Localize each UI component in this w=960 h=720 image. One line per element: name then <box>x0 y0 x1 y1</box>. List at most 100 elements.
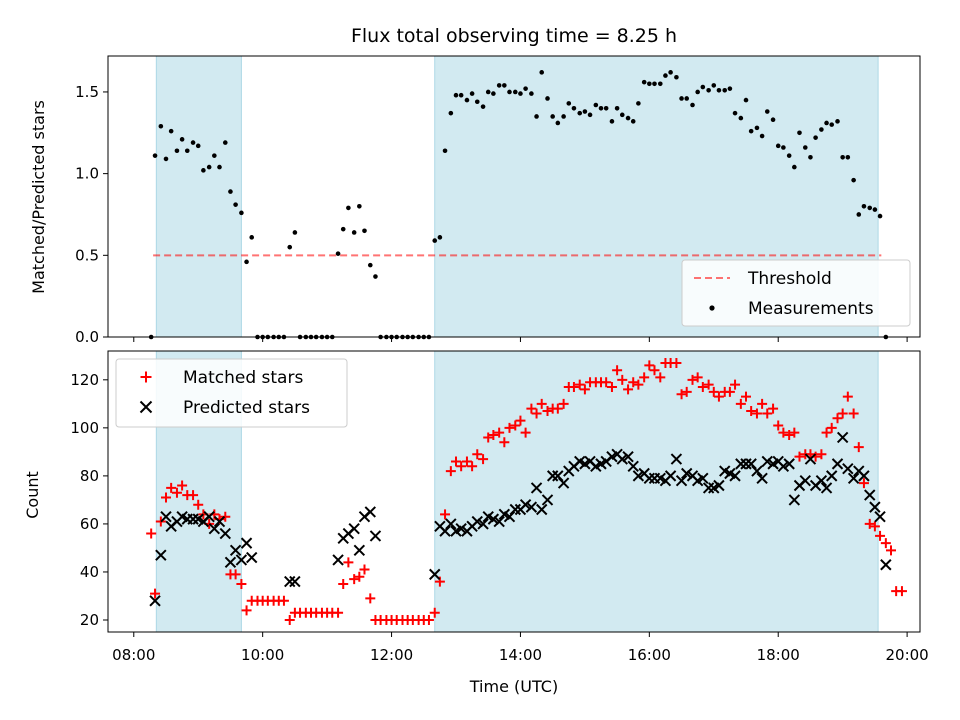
data-point <box>525 501 538 513</box>
data-point <box>869 501 881 513</box>
data-point <box>861 204 867 209</box>
data-point <box>697 472 709 484</box>
data-point <box>530 482 543 494</box>
data-point <box>808 154 813 160</box>
data-point <box>152 153 158 158</box>
x-axis-label: Time (UTC) <box>469 677 558 696</box>
data-point <box>829 122 835 127</box>
data-point <box>713 391 724 402</box>
data-point <box>711 83 717 88</box>
legend-label: Measurements <box>748 299 874 319</box>
data-point <box>174 148 180 154</box>
data-point <box>674 74 679 80</box>
bottom-y-axis-label: Count <box>23 471 42 519</box>
y-tick-label: 120 <box>70 371 99 389</box>
data-point <box>335 251 341 256</box>
data-point <box>864 489 876 501</box>
data-point <box>351 230 357 235</box>
data-point <box>346 205 351 211</box>
observing-interval <box>155 55 242 338</box>
count-panel: 20 40 60 80 100 120 08:00 10:00 12:00 14:00 16:00 1… <box>70 350 929 664</box>
data-point <box>858 478 869 489</box>
data-point <box>212 153 217 158</box>
data-point <box>789 427 800 438</box>
data-point <box>644 360 655 371</box>
data-point <box>359 564 370 575</box>
data-point <box>732 110 738 116</box>
data-point <box>577 110 583 116</box>
data-point <box>224 556 237 569</box>
data-point <box>448 110 454 116</box>
data-point <box>373 274 378 279</box>
data-point <box>657 81 663 87</box>
data-point <box>692 372 703 383</box>
x-tick-label: 08:00 <box>112 646 155 664</box>
data-point <box>874 511 886 523</box>
data-point <box>872 207 878 212</box>
y-tick-label: 1.5 <box>75 83 99 101</box>
legend-label: Matched stars <box>183 368 303 388</box>
data-point <box>587 112 593 118</box>
data-point <box>557 477 570 489</box>
data-point <box>568 382 579 393</box>
data-point <box>526 403 537 414</box>
data-point <box>639 372 650 383</box>
data-point <box>188 490 199 501</box>
data-point <box>628 377 639 388</box>
data-point <box>684 96 690 101</box>
data-point <box>289 575 301 588</box>
data-point <box>432 238 438 243</box>
data-point <box>751 408 762 419</box>
data-point <box>614 105 620 111</box>
data-point <box>619 112 625 118</box>
data-point <box>149 595 161 607</box>
data-point <box>455 523 467 535</box>
data-point <box>703 379 714 390</box>
legend-swatch <box>140 371 152 383</box>
data-point <box>536 503 548 516</box>
data-point <box>724 386 735 397</box>
data-point <box>244 259 249 265</box>
data-point <box>777 460 790 472</box>
data-point <box>193 499 204 510</box>
data-point <box>761 455 773 468</box>
chart-title: Flux total observing time = 8.25 h <box>351 25 677 47</box>
data-point <box>453 92 459 98</box>
data-point <box>582 109 588 114</box>
data-point <box>695 89 700 95</box>
data-point <box>681 386 692 397</box>
data-point <box>603 105 609 111</box>
data-point <box>343 557 354 568</box>
data-point <box>536 398 547 409</box>
data-point <box>429 607 440 618</box>
data-point <box>880 559 892 571</box>
data-point <box>488 430 499 441</box>
data-point <box>679 96 684 101</box>
data-point <box>201 168 206 173</box>
data-point <box>746 406 757 417</box>
data-point <box>612 365 623 376</box>
data-point <box>764 109 770 114</box>
data-point <box>797 130 802 136</box>
data-point <box>235 554 248 566</box>
data-point <box>179 137 185 142</box>
data-point <box>574 379 585 390</box>
y-tick-label: 40 <box>80 563 99 581</box>
data-point <box>542 406 553 417</box>
data-point <box>509 503 521 516</box>
series-predicted-stars <box>149 431 892 607</box>
data-point <box>249 235 255 240</box>
data-point <box>735 398 746 409</box>
data-point <box>816 449 827 460</box>
data-point <box>206 164 212 170</box>
data-point <box>579 384 590 395</box>
data-point <box>464 97 470 103</box>
data-point <box>440 509 451 520</box>
data-point <box>539 70 545 75</box>
data-point <box>697 382 708 393</box>
data-point <box>598 105 604 111</box>
data-point <box>738 115 744 121</box>
data-point <box>357 204 362 209</box>
data-point <box>499 437 510 448</box>
